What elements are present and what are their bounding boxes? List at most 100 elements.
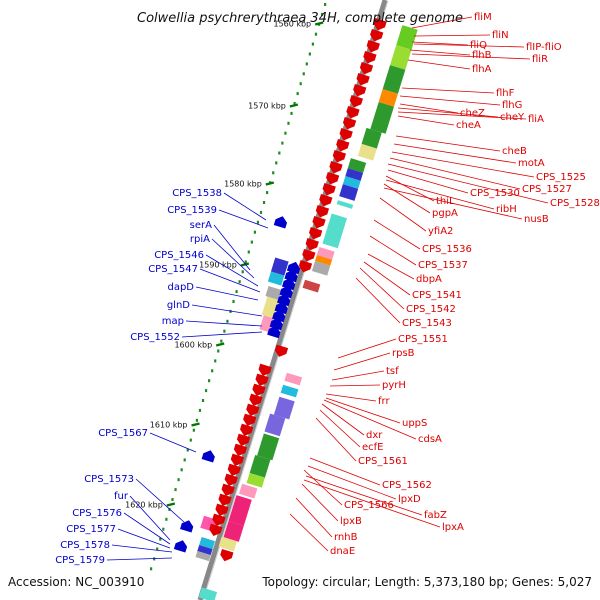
- ruler-dot: [299, 82, 302, 86]
- gene-label-right[interactable]: rnhB: [334, 532, 358, 543]
- gene-label-right[interactable]: uppS: [402, 418, 427, 429]
- gene-block: [311, 260, 331, 276]
- gene-label-right[interactable]: motA: [518, 158, 545, 169]
- gene-label-right[interactable]: frr: [378, 396, 390, 407]
- gene-block: [339, 184, 359, 201]
- gene-label-left[interactable]: glnD: [167, 300, 190, 311]
- ruler-dot: [180, 468, 183, 472]
- reverse-gene-arrow: [329, 161, 343, 174]
- gene-block: [396, 25, 418, 50]
- leader-line: [407, 59, 471, 70]
- leader-line: [411, 16, 473, 29]
- gene-label-left[interactable]: map: [162, 316, 184, 327]
- gene-label-right[interactable]: CPS_1551: [398, 334, 448, 345]
- leader-line: [359, 267, 405, 310]
- reverse-gene-arrow: [302, 249, 316, 262]
- forward-gene-arrow: [267, 325, 281, 339]
- gene-label-right[interactable]: cheA: [456, 120, 481, 131]
- gene-label-right[interactable]: cheY: [500, 112, 525, 123]
- gene-label-left[interactable]: CPS_1573: [84, 474, 134, 485]
- gene-label-right[interactable]: CPS_1566: [344, 500, 394, 511]
- gene-label-right[interactable]: dxr: [366, 430, 383, 441]
- gene-label-right[interactable]: flhA: [472, 64, 492, 75]
- gene-label-right[interactable]: yfiA2: [428, 226, 453, 237]
- gene-label-right[interactable]: flIP-fliO: [526, 42, 562, 53]
- gene-label-right[interactable]: lpxB: [340, 516, 362, 527]
- gene-label-right[interactable]: fabZ: [424, 510, 447, 521]
- gene-label-left[interactable]: CPS_1539: [167, 205, 217, 216]
- ruler-dot: [192, 428, 195, 432]
- gene-label-right[interactable]: CPS_1527: [522, 184, 572, 195]
- gene-label-left[interactable]: CPS_1576: [72, 508, 122, 519]
- gene-label-right[interactable]: CPS_1536: [422, 244, 472, 255]
- gene-label-left[interactable]: CPS_1546: [154, 250, 204, 261]
- gene-label-right[interactable]: CPS_1525: [536, 172, 586, 183]
- ruler-label: 1560 kbp: [273, 19, 311, 28]
- gene-label-left[interactable]: CPS_1578: [60, 540, 110, 551]
- reverse-gene-arrow: [325, 172, 340, 185]
- leader-line: [411, 41, 469, 46]
- leader-line: [213, 224, 251, 271]
- gene-label-right[interactable]: cheB: [502, 146, 527, 157]
- gene-label-right[interactable]: fliN: [492, 30, 509, 41]
- gene-label-left[interactable]: CPS_1577: [66, 524, 116, 535]
- gene-label-right[interactable]: fliR: [532, 54, 548, 65]
- forward-gene-arrow: [273, 216, 288, 229]
- gene-label-left[interactable]: rpiA: [190, 234, 210, 245]
- gene-label-right[interactable]: pgpA: [432, 208, 458, 219]
- gene-label-right[interactable]: CPS_1530: [470, 188, 520, 199]
- gene-label-right[interactable]: CPS_1528: [550, 198, 600, 209]
- gene-label-right[interactable]: CPS_1537: [418, 260, 468, 271]
- gene-label-right[interactable]: tsf: [386, 366, 399, 377]
- ruler-dot: [220, 339, 223, 343]
- gene-label-right[interactable]: CPS_1542: [406, 304, 456, 315]
- gene-label-right[interactable]: dnaE: [330, 546, 355, 557]
- gene-block: [264, 413, 286, 437]
- leader-line: [393, 143, 517, 164]
- gene-label-right[interactable]: CPS_1543: [402, 318, 452, 329]
- gene-label-right[interactable]: dbpA: [416, 274, 442, 285]
- gene-label-right[interactable]: flhF: [496, 88, 515, 99]
- gene-label-right[interactable]: CPS_1562: [382, 480, 432, 491]
- reverse-gene-arrow: [342, 117, 357, 130]
- gene-label-left[interactable]: CPS_1579: [55, 555, 105, 566]
- gene-label-left[interactable]: CPS_1552: [130, 332, 180, 343]
- gene-label-right[interactable]: cheZ: [460, 108, 485, 119]
- gene-label-right[interactable]: lpxD: [398, 494, 421, 505]
- gene-label-right[interactable]: cdsA: [418, 434, 442, 445]
- gene-label-left[interactable]: CPS_1538: [172, 188, 222, 199]
- gene-label-right[interactable]: fliQ: [470, 40, 487, 51]
- leader-line: [106, 557, 173, 561]
- reverse-gene-arrow: [240, 423, 254, 436]
- leader-line: [321, 403, 365, 436]
- gene-label-right[interactable]: lpxA: [442, 522, 464, 533]
- gene-label-right[interactable]: CPS_1541: [412, 290, 462, 301]
- reverse-gene-arrow: [346, 106, 360, 119]
- gene-label-right[interactable]: ecfE: [362, 442, 384, 453]
- gene-label-right[interactable]: fliM: [474, 12, 492, 23]
- gene-label-left[interactable]: dapD: [167, 282, 194, 293]
- map-title: Colwellia psychrerythraea 34H, complete …: [137, 11, 463, 26]
- leader-line: [303, 469, 343, 506]
- gene-label-left[interactable]: CPS_1547: [148, 264, 198, 275]
- gene-label-left[interactable]: serA: [190, 220, 212, 231]
- gene-label-right[interactable]: nusB: [524, 214, 549, 225]
- gene-label-right[interactable]: ribH: [496, 204, 517, 215]
- leader-line: [303, 479, 441, 528]
- gene-label-right[interactable]: fliA: [528, 114, 544, 125]
- ruler-tick: [215, 342, 225, 347]
- reverse-gene-arrow: [227, 463, 241, 476]
- ruler-dot: [256, 220, 260, 224]
- reverse-gene-arrow: [255, 373, 269, 386]
- ruler-dot: [150, 567, 153, 571]
- gene-label-right[interactable]: pyrH: [382, 380, 406, 391]
- gene-label-right[interactable]: flhG: [502, 100, 522, 111]
- gene-label-right[interactable]: flhB: [472, 50, 492, 61]
- gene-block: [382, 65, 406, 94]
- leader-line: [295, 497, 333, 538]
- gene-label-right[interactable]: thiL: [436, 196, 455, 207]
- gene-label-left[interactable]: fur: [114, 491, 129, 502]
- gene-label-right[interactable]: CPS_1561: [358, 456, 408, 467]
- gene-label-right[interactable]: rpsB: [392, 348, 415, 359]
- gene-label-left[interactable]: CPS_1567: [98, 428, 148, 439]
